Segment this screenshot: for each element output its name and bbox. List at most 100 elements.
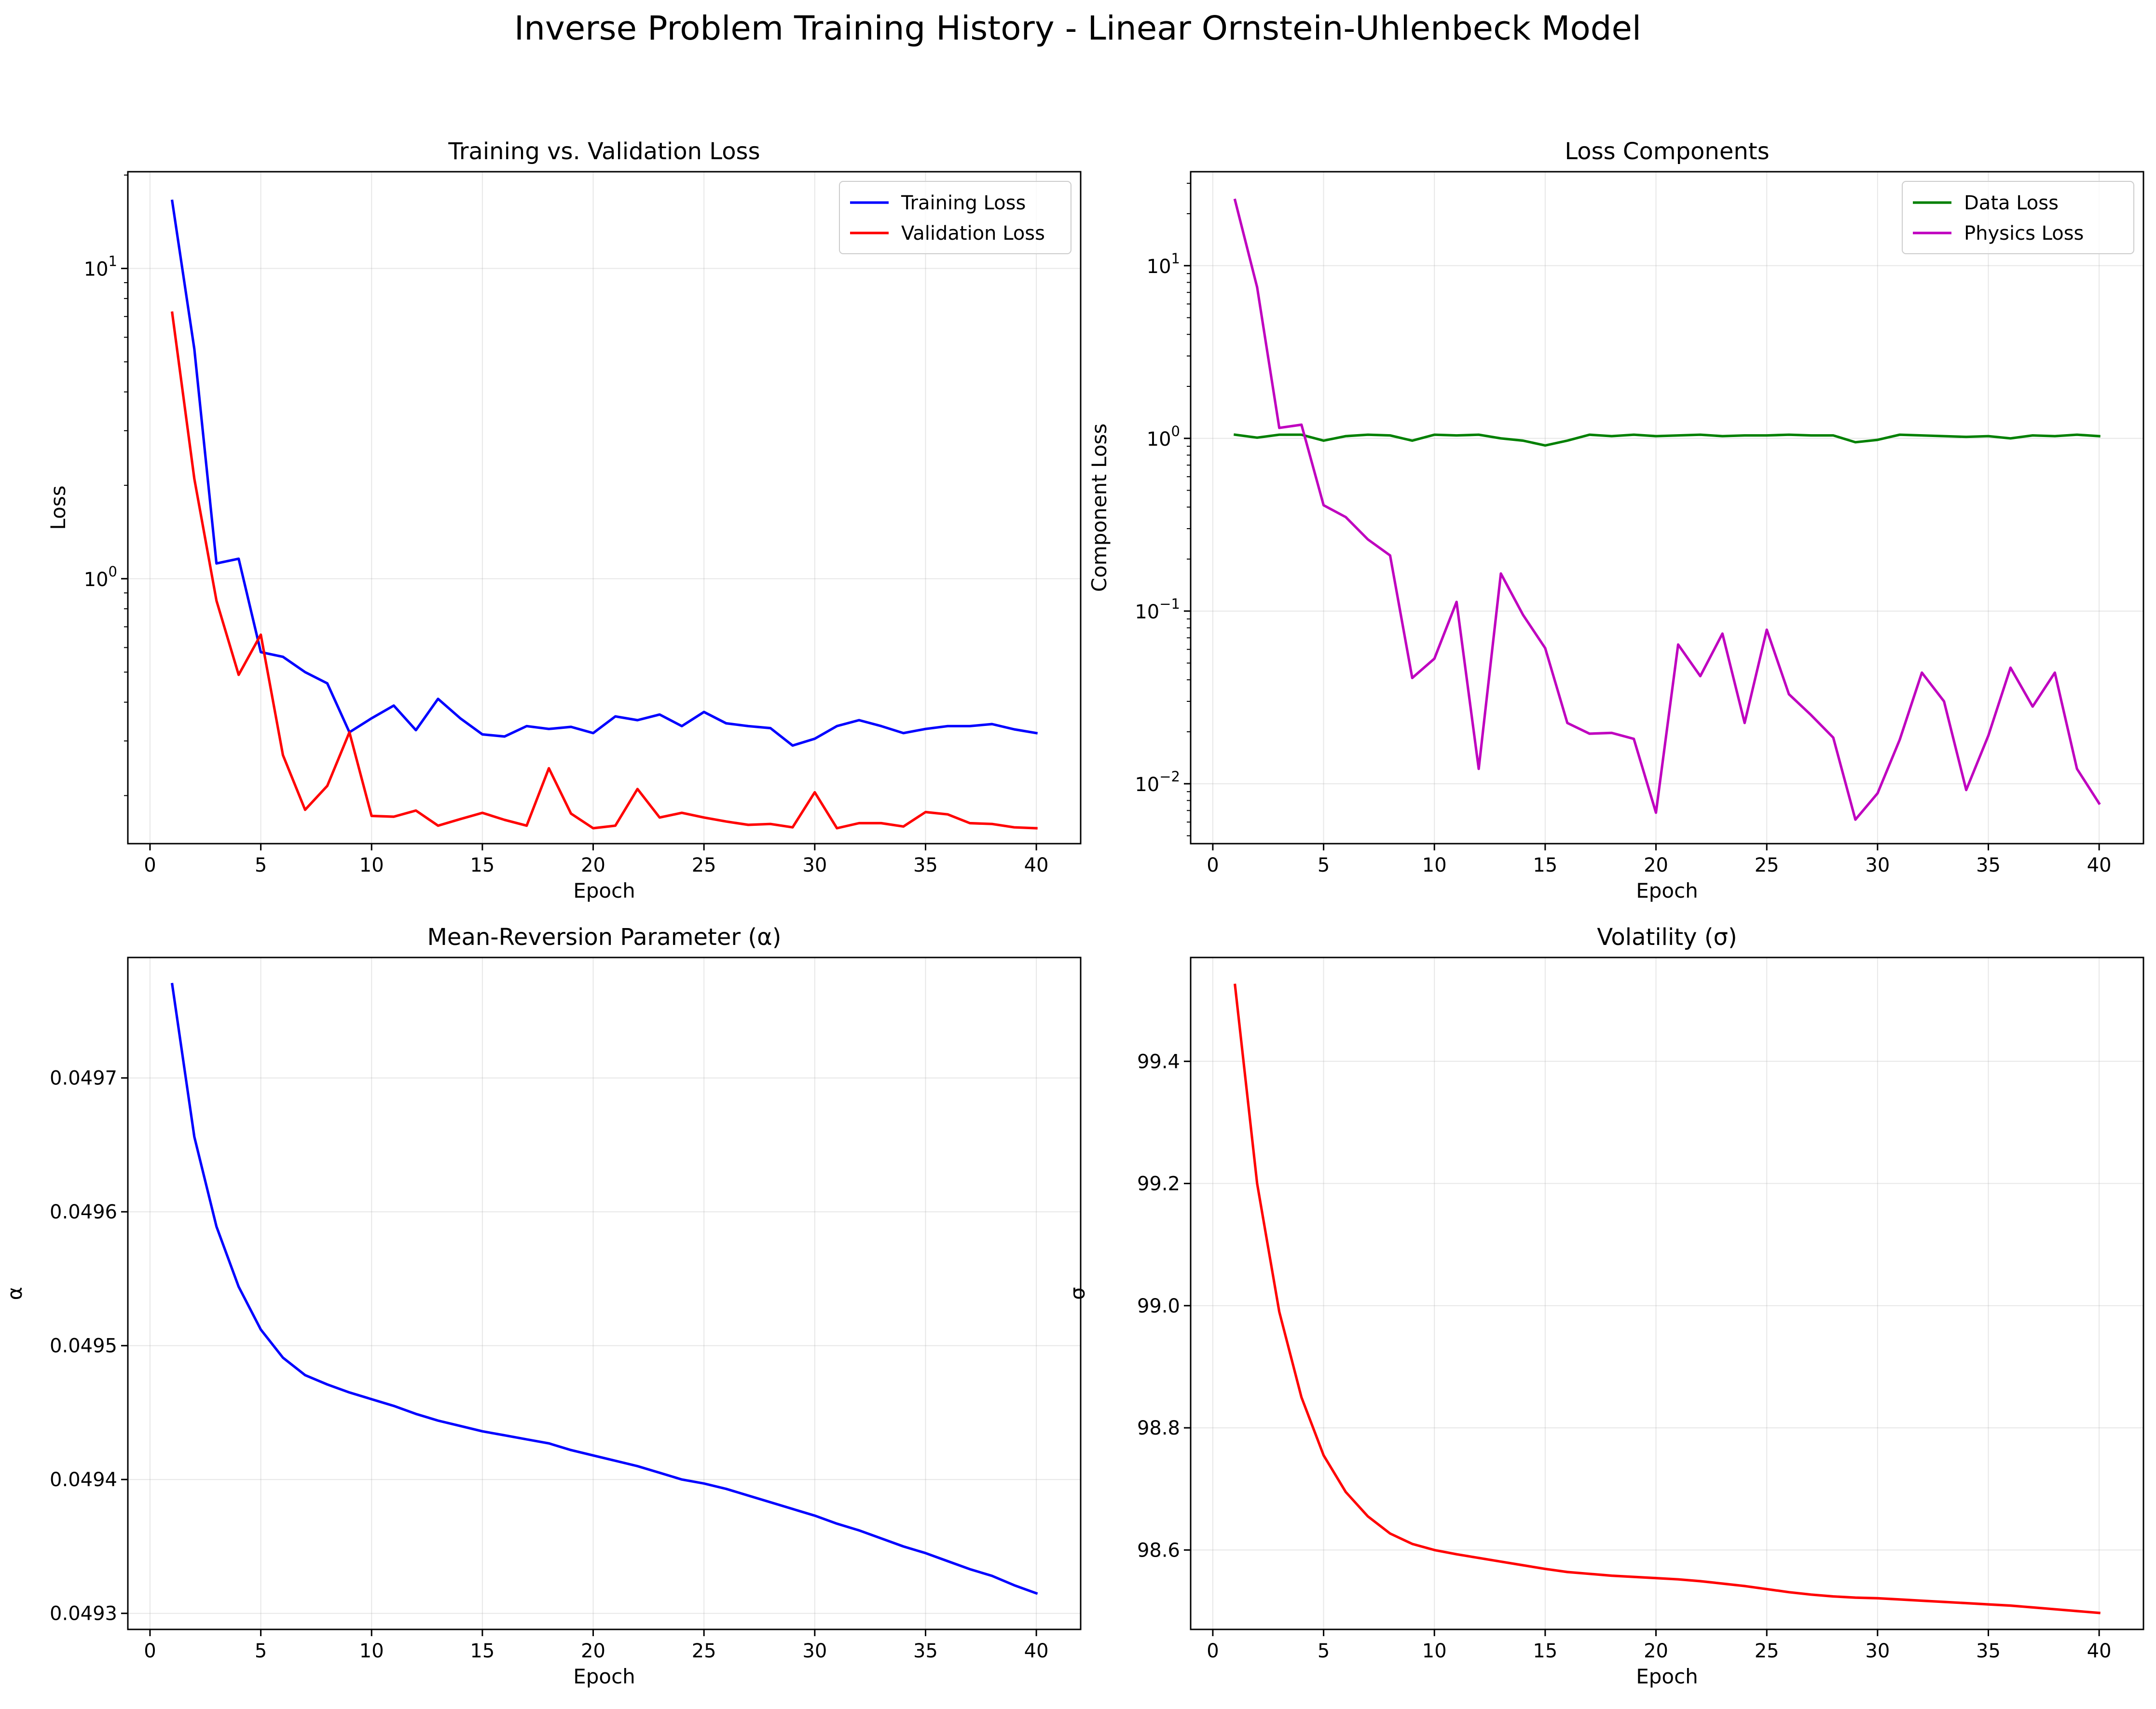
data-point [216,563,217,564]
axes-frame [127,957,1082,1630]
x-tick-label: 40 [2087,1640,2112,1662]
legend-box [1902,181,2134,254]
data-point [2099,803,2100,804]
panel-title: Volatility (σ) [1597,924,1737,951]
x-tick-label: 10 [1422,854,1447,876]
y-tick-label: 10−1 [1135,596,1180,623]
y-tick-label: 101 [84,253,117,281]
x-tick-label: 35 [1976,854,2001,876]
y-axis-label: σ [1066,1287,1089,1300]
series-line-1 [1234,984,2101,1614]
x-tick-label: 25 [1755,1640,1779,1662]
legend: Training Loss Validation Loss [839,181,1071,254]
y-tick-base: 10 [1135,774,1159,796]
y-tick-label: 99.4 [1137,1051,1180,1073]
data-point [327,1384,328,1385]
y-tick-label: 101 [1147,250,1180,278]
data-point [1523,1565,1524,1566]
data-point [814,738,815,739]
y-tick-base: 10 [1135,601,1159,623]
x-tick-label: 15 [470,854,494,876]
x-tick-label: 15 [470,1640,494,1662]
data-point [460,718,461,719]
data-point [1412,440,1413,441]
x-tick-label: 30 [1865,1640,1890,1662]
data-point [814,792,815,793]
legend-label: Data Loss [1964,192,2059,214]
data-point [1456,1554,1457,1555]
y-tick-exponent: 1 [1171,250,1180,267]
data-point [615,825,616,826]
data-point [1589,1573,1590,1574]
x-tick-label: 5 [255,854,267,876]
legend-label: Training Loss [901,192,1026,214]
y-tick-label: 100 [84,563,117,591]
data-point [438,825,439,826]
data-point [1301,424,1302,425]
data-point [1988,1604,1989,1605]
x-tick-label: 5 [255,1640,267,1662]
legend-box [839,181,1071,254]
series-line-2 [170,311,1038,830]
series-line-1 [1233,433,2101,447]
legend-label: Validation Loss [901,222,1045,245]
data-point [792,745,793,746]
data-point [1833,1596,1834,1597]
data-point [748,1495,749,1496]
data-point [792,827,793,828]
x-axis-label: Epoch [1636,1665,1698,1688]
series-line-1 [170,199,1038,747]
y-tick-exponent: −2 [1159,768,1180,785]
x-tick-label: 40 [2087,854,2112,876]
data-point [1434,658,1435,659]
data-point [460,819,461,820]
y-axis-label: Component Loss [1087,424,1111,592]
data-point [2032,435,2033,436]
y-tick-label: 98.6 [1137,1539,1180,1561]
data-point [903,1546,904,1547]
data-point [615,716,616,717]
data-point [526,825,527,826]
figure-title: Inverse Problem Training History - Linea… [514,9,1641,48]
x-tick-label: 35 [913,1640,938,1662]
data-point [371,718,372,719]
x-tick-label: 35 [913,854,938,876]
y-axis-label: α [3,1287,27,1300]
x-tick-label: 35 [1976,1640,2001,1662]
y-tick-base: 10 [84,569,109,591]
series-line-1 [170,983,1038,1595]
panel-title: Loss Components [1565,138,1769,165]
y-tick-label: 98.8 [1137,1417,1180,1439]
x-tick-label: 30 [802,1640,827,1662]
x-tick-label: 5 [1318,854,1330,876]
data-point [1456,435,1457,436]
y-tick-exponent: 0 [1171,423,1180,439]
y-tick-label: 0.0495 [50,1335,117,1357]
data-point [637,720,638,721]
data-point [2099,436,2100,437]
x-tick-label: 5 [1318,1640,1330,1662]
series-line-2 [1233,198,2101,821]
data-point [903,826,904,827]
data-point [1323,440,1324,441]
x-tick-label: 10 [1422,1640,1447,1662]
x-tick-label: 15 [1533,1640,1557,1662]
data-point [1811,1594,1812,1595]
y-tick-label: 0.0496 [50,1201,117,1223]
data-point [1811,435,1812,436]
data-point [1014,827,1015,828]
chart-panel-3: 0 5 10 15 20 25 30 35 40 0.0493 0.0494 0.0495 0.0496… [3,924,1082,1688]
x-tick-label: 0 [144,854,156,876]
data-point [1744,435,1745,436]
data-point [1036,828,1037,829]
y-tick-label: 99.0 [1137,1295,1180,1317]
data-point [1323,1455,1324,1456]
x-tick-label: 10 [359,854,384,876]
x-tick-label: 40 [1024,854,1049,876]
x-axis-label: Epoch [1636,879,1698,902]
x-axis-label: Epoch [573,879,635,902]
data-point [1611,1575,1612,1576]
data-point [1988,436,1989,437]
